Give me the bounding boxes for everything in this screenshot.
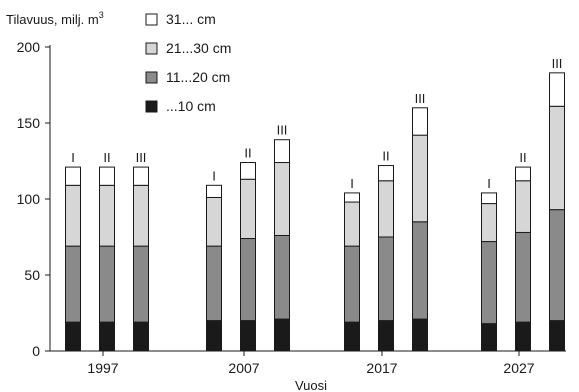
bar-segment: [206, 196, 222, 247]
scenario-label: III: [552, 56, 563, 71]
bar-segment: [549, 320, 565, 352]
bar-segment: [99, 321, 115, 352]
y-axis-title: Tilavuus, milj. m3: [6, 10, 104, 27]
scenario-label: I: [212, 168, 216, 183]
bar-segment: [274, 139, 290, 164]
bar-segment: [412, 318, 428, 352]
scenario-label: II: [103, 150, 110, 165]
bar-segment: [240, 162, 256, 180]
bar-segment: [99, 184, 115, 247]
legend-label: ...10 cm: [166, 98, 216, 114]
bar-segment: [481, 192, 497, 205]
bar-segment: [240, 320, 256, 352]
y-tick-label: 50: [24, 267, 40, 283]
scenario-label: I: [71, 150, 75, 165]
bar-segment: [549, 105, 565, 211]
bars: [65, 72, 565, 352]
legend-swatch: [145, 42, 158, 55]
scenario-label: III: [277, 123, 288, 138]
y-tick-label: 200: [17, 39, 41, 55]
legend-label: 21...30 cm: [166, 40, 231, 56]
year-label: 2027: [503, 360, 534, 376]
year-label: 1997: [87, 360, 118, 376]
svg-text:Tilavuus, milj. m3: Tilavuus, milj. m3: [6, 10, 104, 27]
bar-segment: [133, 245, 149, 323]
bar-segment: [412, 107, 428, 136]
bar-segment: [515, 180, 531, 233]
bar-segment: [240, 178, 256, 240]
legend-swatch: [145, 100, 158, 113]
bar-segment: [274, 318, 290, 352]
bar-segment: [344, 192, 360, 203]
bar-segment: [274, 234, 290, 320]
bar-segment: [344, 321, 360, 352]
bar-segment: [515, 166, 531, 182]
legend-swatch: [145, 13, 158, 26]
y-tick-label: 0: [32, 343, 40, 359]
bar-segment: [481, 203, 497, 243]
bar-segment: [206, 184, 222, 198]
scenario-label: II: [519, 150, 526, 165]
bar-segment: [206, 245, 222, 322]
bar-segment: [344, 245, 360, 323]
bar-segment: [378, 180, 394, 238]
legend-label: 31... cm: [166, 11, 216, 27]
bar-segment: [378, 236, 394, 322]
bar-segment: [549, 72, 565, 107]
bar-segment: [65, 184, 81, 247]
y-axis-title-text: Tilavuus, milj. m: [6, 12, 99, 27]
bar-segment: [65, 166, 81, 186]
year-label: 2017: [366, 360, 397, 376]
bar-segment: [481, 323, 497, 352]
bar-segment: [240, 238, 256, 322]
x-axis-title: Vuosi: [295, 378, 327, 392]
bar-segment: [99, 166, 115, 186]
bar-segment: [344, 201, 360, 247]
scenario-label: I: [487, 176, 491, 191]
bar-segment: [65, 245, 81, 323]
bar-segment: [549, 209, 565, 322]
y-tick-label: 150: [17, 115, 41, 131]
y-axis-title-superscript: 3: [99, 10, 104, 20]
legend-label: 11...20 cm: [166, 69, 230, 85]
scenario-label: II: [382, 149, 389, 164]
bar-segment: [133, 184, 149, 247]
scenario-label: III: [415, 91, 426, 106]
y-tick-label: 100: [17, 191, 41, 207]
bar-segment: [206, 320, 222, 352]
bar-segment: [133, 321, 149, 352]
bar-segment: [412, 221, 428, 320]
bar-segment: [515, 231, 531, 323]
bar-segment: [378, 165, 394, 182]
bar-segment: [412, 134, 428, 223]
legend: 31... cm 21...30 cm 11...20 cm ...10 cm: [145, 11, 231, 114]
scenario-label: III: [136, 150, 147, 165]
legend-swatch: [145, 71, 158, 84]
bar-segment: [99, 245, 115, 323]
bar-segment: [274, 162, 290, 236]
scenario-label: I: [350, 176, 354, 191]
bar-segment: [481, 241, 497, 325]
bar-segment: [515, 321, 531, 352]
bar-segment: [65, 321, 81, 352]
scenario-label: II: [244, 146, 251, 161]
bar-segment: [378, 320, 394, 352]
year-label: 2007: [228, 360, 259, 376]
bar-segment: [133, 166, 149, 186]
